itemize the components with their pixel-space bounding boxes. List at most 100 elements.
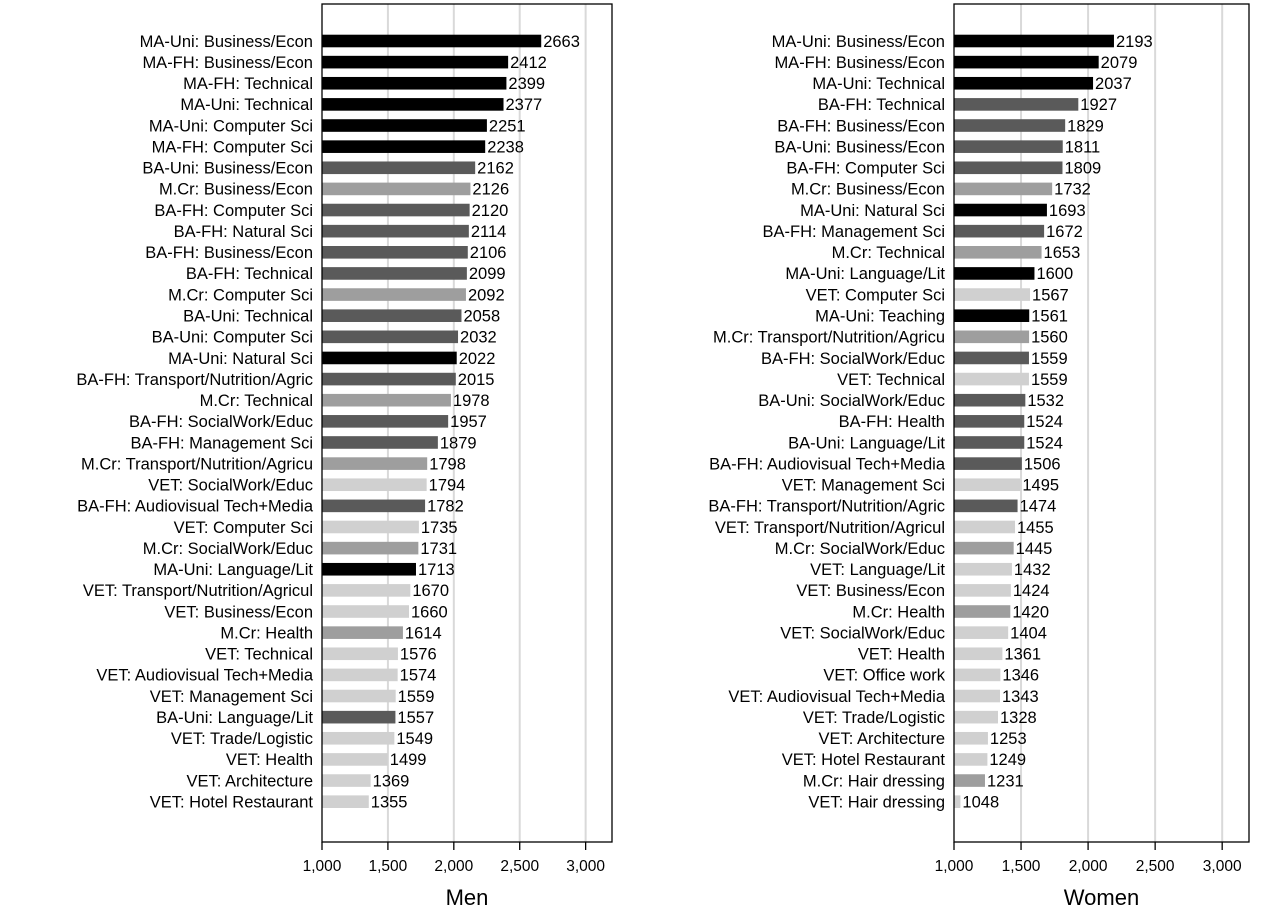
men-tick-label: 1,000 [303,858,342,875]
men-category-label: MA-Uni: Computer Sci [149,117,313,135]
women-value-label: 1927 [1080,96,1117,114]
women-value-label: 1524 [1026,434,1063,452]
women-bar [954,288,1031,301]
women-category-label: MA-Uni: Language/Lit [785,265,945,283]
men-value-label: 1576 [400,646,437,664]
women-category-label: VET: Transport/Nutrition/Agricul [715,519,945,537]
men-category-label: MA-FH: Computer Sci [152,138,313,156]
men-bar [322,119,487,132]
women-category-label: M.Cr: Technical [832,244,945,262]
women-bar [954,76,1094,90]
women-value-label: 1432 [1014,561,1051,579]
women-category-label: BA-Uni: SocialWork/Educ [758,392,945,410]
women-value-label: 1048 [962,793,999,811]
men-bar [322,351,457,365]
men-category-label: BA-Uni: Technical [183,307,313,325]
men-bar [322,499,426,513]
women-bar [954,647,1003,661]
men-category-label: VET: Hotel Restaurant [150,793,314,811]
women-bar [954,541,1014,555]
women-category-label: M.Cr: SocialWork/Educ [775,540,945,558]
men-category-label: BA-FH: Technical [186,265,313,283]
men-bar [322,774,371,787]
men-value-label: 1713 [418,561,455,579]
women-bar [954,478,1021,492]
men-bar [322,520,419,534]
women-value-label: 1524 [1026,413,1063,431]
men-category-label: VET: Business/Econ [164,603,313,621]
women-bar [954,98,1079,111]
men-value-label: 1499 [390,751,427,769]
men-value-label: 2099 [469,265,506,283]
women-tick-label: 2,500 [1136,858,1175,875]
women-bar [954,774,985,787]
men-bar [322,224,469,238]
men-bar [322,795,369,808]
men-bar [322,415,449,428]
men-bar [322,584,411,597]
women-bar [954,499,1018,513]
men-bar [322,372,456,386]
men-value-label: 2377 [506,96,543,114]
women-category-label: VET: Audiovisual Tech+Media [728,688,945,706]
women-bar [954,309,1030,322]
women-tick-label: 2,000 [1069,858,1108,875]
women-bar [954,795,961,808]
men-bar [322,562,416,576]
women-category-label: VET: SocialWork/Educ [780,624,945,642]
women-category-label: M.Cr: Health [852,603,945,621]
men-value-label: 2092 [468,286,505,304]
men-category-label: M.Cr: SocialWork/Educ [143,540,313,558]
women-plot-frame [953,3,1250,843]
women-bar [954,55,1099,69]
women-value-label: 1567 [1032,286,1069,304]
men-value-label: 1355 [371,793,408,811]
women-value-label: 1328 [1000,709,1037,727]
men-bar [322,436,438,449]
women-value-label: 1361 [1004,646,1041,664]
men-bar [322,203,470,217]
women-value-label: 1559 [1031,350,1068,368]
men-category-label: MA-Uni: Business/Econ [140,33,313,51]
men-category-label: VET: Management Sci [150,688,313,706]
women-category-label: MA-FH: Business/Econ [774,54,945,72]
men-category-label: M.Cr: Health [220,624,313,642]
men-value-label: 1798 [429,455,466,473]
men-category-label: BA-FH: Business/Econ [145,244,313,262]
women-category-label: BA-FH: Business/Econ [777,117,945,135]
women-value-label: 2037 [1095,75,1132,93]
men-category-label: M.Cr: Business/Econ [159,181,313,199]
men-bar [322,98,504,111]
men-category-label: VET: Architecture [186,772,313,790]
men-axis-title: Men [446,885,489,910]
women-bar [954,668,1001,682]
men-value-label: 1978 [453,392,490,410]
men-tick-label: 1,500 [369,858,408,875]
men-category-label: VET: Technical [205,646,313,664]
men-category-label: MA-FH: Business/Econ [142,54,313,72]
men-value-label: 2114 [471,223,506,241]
women-value-label: 1420 [1012,603,1049,621]
men-value-label: 2251 [489,117,526,135]
women-panel: MA-Uni: Business/Econ 2193 MA-FH: Business… [708,3,1250,910]
women-category-label: BA-Uni: Language/Lit [788,434,945,452]
women-value-label: 2079 [1101,54,1138,72]
men-value-label: 2399 [508,75,545,93]
women-value-label: 1829 [1067,117,1104,135]
women-tick-label: 1,500 [1002,858,1041,875]
men-value-label: 1879 [440,434,477,452]
women-category-label: M.Cr: Business/Econ [791,181,945,199]
women-value-label: 1653 [1044,244,1081,262]
men-category-label: VET: Audiovisual Tech+Media [96,667,313,685]
men-tick-label: 3,000 [566,858,605,875]
women-bar [954,605,1011,618]
women-value-label: 1559 [1031,371,1068,389]
men-category-label: BA-FH: Computer Sci [154,202,313,220]
women-value-label: 1809 [1064,160,1101,178]
women-category-label: BA-FH: Transport/Nutrition/Agric [708,498,945,516]
women-category-label: VET: Technical [837,371,945,389]
women-value-label: 1445 [1016,540,1053,558]
women-bar [954,34,1114,48]
women-bar [954,119,1066,132]
